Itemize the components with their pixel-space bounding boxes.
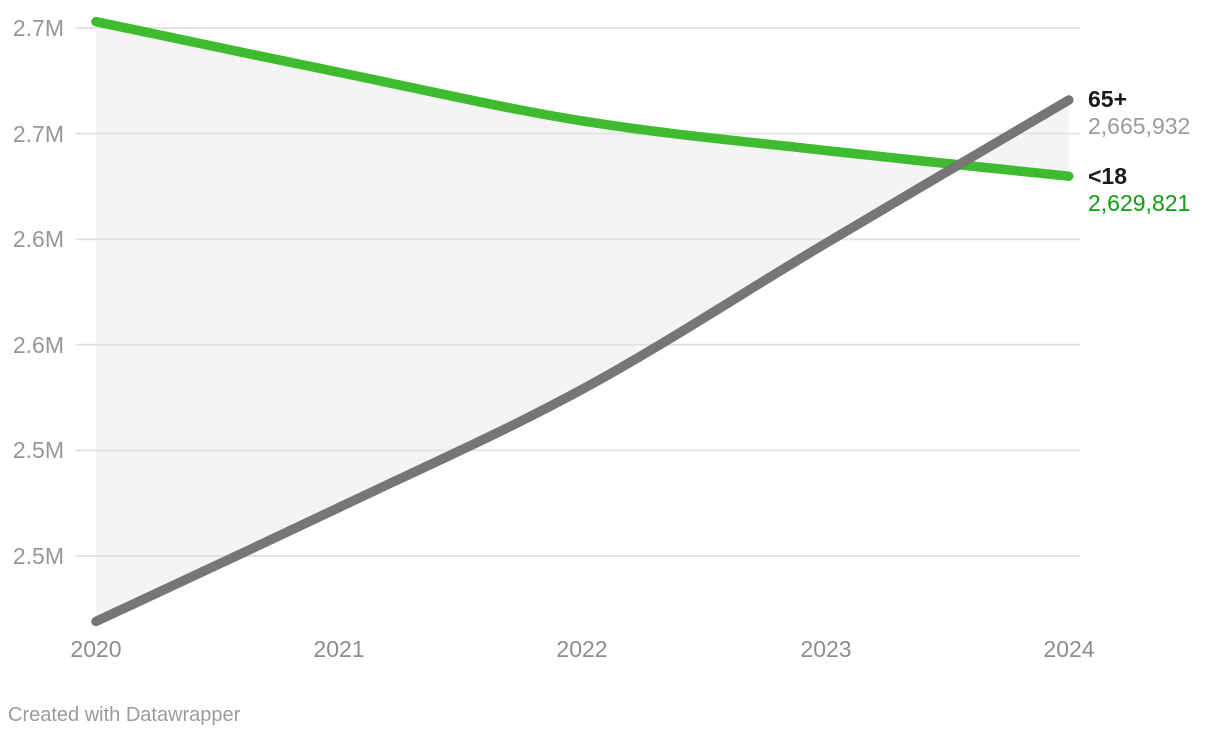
- series-value-under18: 2,629,821: [1088, 190, 1191, 216]
- series-line-65plus[interactable]: [91, 95, 1074, 627]
- y-axis-label: 2.5M: [12, 543, 64, 569]
- series-label-under18: <18: [1088, 163, 1128, 189]
- y-axis-label: 2.6M: [12, 332, 64, 358]
- x-axis-label: 2023: [800, 636, 852, 662]
- series-annotation-65plus: 65+ 2,665,932: [1088, 86, 1190, 140]
- area-between-series: [96, 21, 1069, 622]
- series-value-65plus: 2,665,932: [1088, 113, 1191, 139]
- datawrapper-credit[interactable]: Created with Datawrapper: [8, 704, 241, 726]
- x-axis-label: 2022: [556, 636, 608, 662]
- x-axis-label: 2024: [1043, 636, 1095, 662]
- y-axis-label: 2.7M: [12, 15, 64, 41]
- y-axis-label: 2.5M: [12, 437, 64, 463]
- x-axis-label: 2020: [70, 636, 122, 662]
- series-line-under18[interactable]: [91, 16, 1074, 181]
- series-label-65plus: 65+: [1088, 86, 1128, 112]
- y-axis-label: 2.7M: [12, 121, 64, 147]
- series-annotation-under18: <18 2,629,821: [1088, 163, 1190, 217]
- x-axis-label: 2021: [313, 636, 365, 662]
- y-axis-label: 2.6M: [12, 226, 64, 252]
